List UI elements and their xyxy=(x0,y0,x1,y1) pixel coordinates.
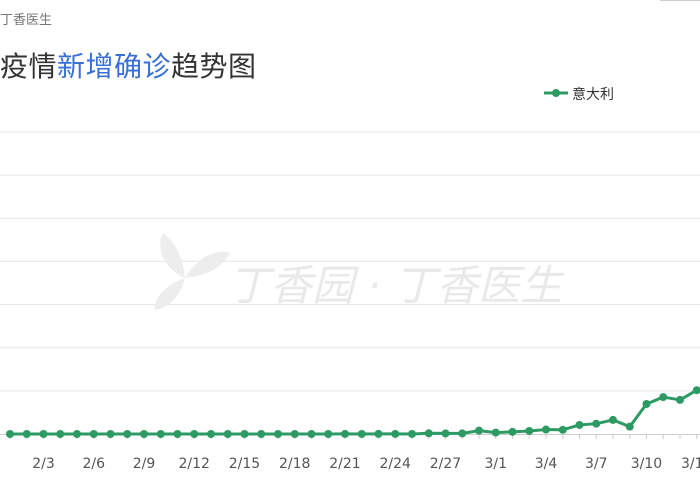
data-point xyxy=(659,393,668,402)
data-point xyxy=(525,426,534,435)
data-point xyxy=(324,430,333,438)
data-point xyxy=(692,386,700,395)
data-point xyxy=(257,430,266,438)
data-point xyxy=(274,430,282,438)
data-point xyxy=(6,430,14,438)
x-tick-label: 2/15 xyxy=(229,456,260,472)
data-point xyxy=(676,395,684,404)
series-italy xyxy=(6,386,700,438)
data-point xyxy=(73,430,81,438)
x-tick-label: 3/13 xyxy=(681,456,700,472)
data-point xyxy=(508,427,517,436)
data-point xyxy=(173,430,182,438)
data-point xyxy=(106,430,115,438)
gridlines xyxy=(0,131,700,392)
x-tick-label: 2/3 xyxy=(32,456,55,472)
data-point xyxy=(408,429,416,438)
data-point xyxy=(207,430,215,438)
data-point xyxy=(39,430,48,438)
title-suffix: 趋势图 xyxy=(171,50,257,83)
watermark-leaf-icon xyxy=(154,233,230,310)
data-point xyxy=(89,430,98,438)
data-point xyxy=(625,422,634,431)
x-tick-label: 2/27 xyxy=(430,456,461,472)
watermark-text: 丁香园 · 丁香医生 xyxy=(228,261,565,310)
data-point xyxy=(592,419,601,428)
x-tick-label: 2/18 xyxy=(279,456,310,472)
data-point xyxy=(156,430,165,438)
data-point xyxy=(290,430,299,438)
data-point xyxy=(575,420,584,429)
data-point xyxy=(424,429,433,438)
series-line xyxy=(10,388,698,436)
data-point xyxy=(609,415,617,424)
x-tick-label: 2/9 xyxy=(133,456,156,472)
source-label: 丁香医生 xyxy=(0,13,53,28)
data-point xyxy=(458,429,467,438)
data-point xyxy=(491,428,500,437)
data-point xyxy=(190,430,199,438)
legend-marker xyxy=(552,89,560,97)
page-title: 疫情新增确诊趋势图 xyxy=(0,45,257,85)
x-tick-label: 2/21 xyxy=(329,456,360,472)
data-point xyxy=(542,425,550,434)
top-rule xyxy=(660,0,700,1)
data-point xyxy=(56,430,65,438)
x-tick-label: 3/10 xyxy=(631,456,662,472)
data-point xyxy=(475,426,483,435)
x-tick-label: 2/24 xyxy=(380,456,412,472)
x-axis: 2/3 2/6 2/9 2/12 2/15 2/18 2/21 2/24 2/27 3/1 3/4 3… xyxy=(0,434,700,472)
title-highlight: 新增确诊 xyxy=(57,50,172,83)
x-tick-label: 3/1 xyxy=(484,456,507,472)
x-tick-label: 3/4 xyxy=(535,456,558,472)
data-point xyxy=(123,430,132,438)
data-point xyxy=(223,430,232,438)
data-point xyxy=(391,429,400,438)
data-point xyxy=(357,429,366,438)
data-point xyxy=(374,429,383,438)
data-point xyxy=(441,429,450,438)
title-prefix: 疫情 xyxy=(0,50,58,83)
watermark: 丁香园 · 丁香医生 xyxy=(154,233,565,310)
legend-label: 意大利 xyxy=(572,86,614,103)
data-point xyxy=(341,429,349,438)
data-point xyxy=(558,425,567,434)
data-point xyxy=(240,430,249,438)
x-tick-label: 2/12 xyxy=(179,456,210,472)
x-tick-label: 3/7 xyxy=(585,456,608,472)
x-tick-label: 2/6 xyxy=(82,456,105,472)
data-point xyxy=(642,400,651,409)
data-point xyxy=(307,430,316,438)
data-point xyxy=(22,430,31,438)
data-point xyxy=(140,430,148,438)
legend: 意大利 xyxy=(544,86,614,103)
